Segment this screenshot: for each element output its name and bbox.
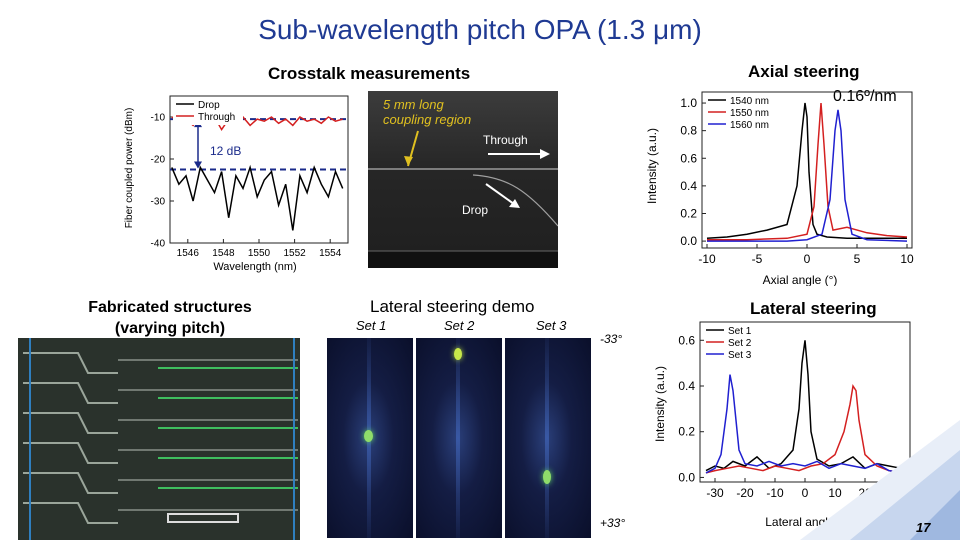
lateral-heading: Lateral steering (750, 299, 877, 318)
crosstalk-ytick-label: -20 (151, 154, 166, 165)
crosstalk-legend-box (173, 97, 243, 125)
lateral-ylabel: Intensity (a.u.) (653, 366, 667, 442)
lateral-demo-heading: Lateral steering demo (370, 297, 535, 316)
axial-series-1550-nm (707, 102, 908, 241)
axial-xtick-label: -5 (752, 252, 763, 266)
axial-xtick-label: 0 (804, 252, 811, 266)
lateral-ytick-label: 0.6 (678, 333, 695, 347)
crosstalk-xtick-label: 1548 (212, 248, 235, 259)
crosstalk-xtick-label: 1550 (248, 248, 271, 259)
axial-xtick-label: 5 (854, 252, 861, 266)
lateral-ytick-label: 0.0 (678, 470, 695, 484)
crosstalk-ytick-label: -30 (151, 196, 166, 207)
lateral-series-set-2 (705, 383, 902, 474)
sem-coupling-label: 5 mm long coupling region (383, 97, 472, 127)
demo-image-set1 (327, 338, 413, 538)
lateral-xtick-label: -10 (766, 486, 784, 500)
sem-through-label: Through (483, 133, 528, 147)
axial-legend-label: 1540 nm (730, 96, 769, 107)
crosstalk-heading: Crosstalk measurements (268, 64, 471, 83)
demo-spot-set2 (454, 348, 462, 360)
axial-xtick-label: -10 (698, 252, 716, 266)
axial-ylabel: Intensity (a.u.) (645, 128, 659, 204)
axial-series-1560-nm (707, 109, 908, 242)
fabricated-photo (18, 338, 300, 540)
crosstalk-annotation-arrowhead-bottom (194, 161, 202, 169)
demo-image-set3 (505, 338, 591, 538)
crosstalk-legend-label: Drop (198, 100, 220, 111)
demo-spot-set1 (364, 430, 373, 442)
crosstalk-xlabel: Wavelength (nm) (213, 261, 296, 273)
demo-set1-label: Set 1 (356, 318, 387, 333)
crosstalk-ylabel: Fiber coupled power (dBm) (124, 108, 135, 229)
crosstalk-xtick-label: 1552 (283, 248, 306, 259)
demo-spot-set3 (543, 470, 551, 484)
demo-set3-label: Set 3 (536, 318, 567, 333)
axial-legend-label: 1560 nm (730, 120, 769, 131)
crosstalk-ytick-label: -40 (151, 238, 166, 249)
sem-waveguides (368, 130, 558, 268)
crosstalk-series-drop (171, 164, 344, 231)
fabricated-photo-drawing (18, 338, 300, 540)
axial-xlabel: Axial angle (°) (763, 273, 838, 286)
axial-legend-label: 1550 nm (730, 108, 769, 119)
page-number: 17 (916, 520, 931, 535)
crosstalk-chart: Fiber coupled power (dBm) Wavelength (nm… (124, 95, 349, 273)
axial-ytick-label: 1.0 (680, 96, 697, 110)
axial-xtick-label: 10 (900, 252, 914, 266)
axial-ytick-label: 0.6 (680, 151, 697, 165)
lateral-legend-label: Set 2 (728, 338, 752, 349)
demo-set2-label: Set 2 (444, 318, 475, 333)
fabricated-heading-line1: Fabricated structures (88, 299, 252, 316)
crosstalk-ytick-label: -10 (151, 112, 166, 123)
axial-ytick-label: 0.4 (680, 179, 697, 193)
crosstalk-annotation: 12 dB (210, 144, 241, 158)
axial-ytick-label: 0.2 (680, 206, 697, 220)
axial-ytick-label: 0.0 (680, 234, 697, 248)
demo-beam-set2 (456, 338, 460, 538)
slide-title: Sub-wavelength pitch OPA (1.3 μm) (258, 14, 702, 45)
axial-ytick-label: 0.8 (680, 124, 697, 138)
lateral-xtick-label: 0 (802, 486, 809, 500)
lateral-xtick-label: -20 (736, 486, 754, 500)
lateral-legend-label: Set 3 (728, 350, 752, 361)
crosstalk-legend-label: Through (198, 112, 235, 123)
fabricated-heading-line2: (varying pitch) (114, 320, 226, 337)
lateral-ytick-label: 0.2 (678, 425, 695, 439)
demo-bottom-angle: +33° (600, 516, 626, 530)
crosstalk-xtick-label: 1554 (319, 248, 342, 259)
sem-image: 5 mm long coupling region Through Drop (368, 91, 558, 268)
lateral-legend-label: Set 1 (728, 326, 752, 337)
demo-image-set2 (416, 338, 502, 538)
lateral-series-set-3 (705, 374, 902, 474)
crosstalk-xtick-label: 1546 (177, 248, 200, 259)
axial-series-1540-nm (706, 102, 907, 240)
lateral-series-set-1 (705, 340, 902, 472)
demo-top-angle: -33° (600, 332, 623, 346)
fabricated-heading: Fabricated structures (varying pitch) (70, 297, 270, 339)
lateral-xtick-label: 10 (828, 486, 842, 500)
lateral-xtick-label: -30 (706, 486, 724, 500)
sem-drop-label: Drop (462, 203, 489, 217)
demo-beam-set3 (545, 338, 549, 538)
corner-decoration (800, 420, 960, 540)
axial-chart: Intensity (a.u.) Axial angle (°) -10 -5 0 5… (645, 91, 914, 286)
lateral-ytick-label: 0.4 (678, 379, 695, 393)
axial-heading: Axial steering (748, 62, 860, 81)
